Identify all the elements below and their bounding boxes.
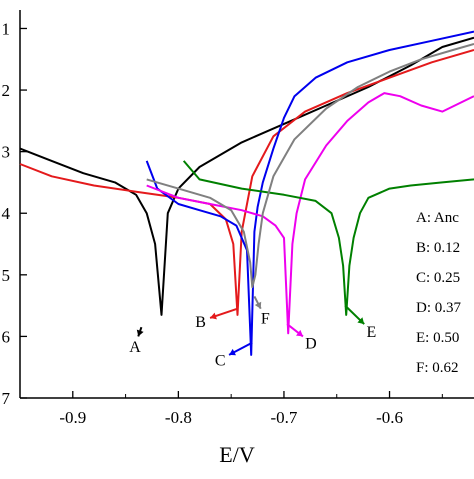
legend-entry-f: F: 0.62 <box>416 360 459 376</box>
curve-label-f: F <box>261 311 270 328</box>
legend-entry-c: C: 0.25 <box>416 270 460 286</box>
y-tick-label: 2 <box>2 81 11 100</box>
y-tick-label: 5 <box>2 266 11 285</box>
x-tick-label: -0.9 <box>59 408 86 427</box>
y-tick-label: 6 <box>2 327 11 346</box>
legend-entry-b: B: 0.12 <box>416 240 460 256</box>
curve-label-c: C <box>215 353 226 370</box>
y-tick-label: 7 <box>2 389 11 408</box>
y-tick-label: 3 <box>2 143 11 162</box>
legend-entry-a: A: Anc <box>416 210 459 226</box>
x-axis-label: E/V <box>219 442 255 467</box>
series-line-e <box>184 161 474 315</box>
x-tick-label: -0.8 <box>165 408 192 427</box>
y-tick-label: 4 <box>2 204 11 223</box>
legend: A: Anc B: 0.12 C: 0.25 D: 0.37 E: 0.50 F: 0.6… <box>416 210 462 376</box>
curve-label-d: D <box>305 336 317 353</box>
series-layer <box>20 32 474 355</box>
legend-entry-d: D: 0.37 <box>416 300 462 316</box>
legend-entry-e: E: 0.50 <box>416 330 459 346</box>
curve-label-e: E <box>367 324 377 341</box>
curve-label-b: B <box>195 314 206 331</box>
curve-label-a: A <box>129 339 141 356</box>
x-tick-label: -0.6 <box>376 408 403 427</box>
series-line-b <box>20 50 474 315</box>
x-tick-label: -0.7 <box>270 408 297 427</box>
y-tick-label: 1 <box>2 19 11 38</box>
